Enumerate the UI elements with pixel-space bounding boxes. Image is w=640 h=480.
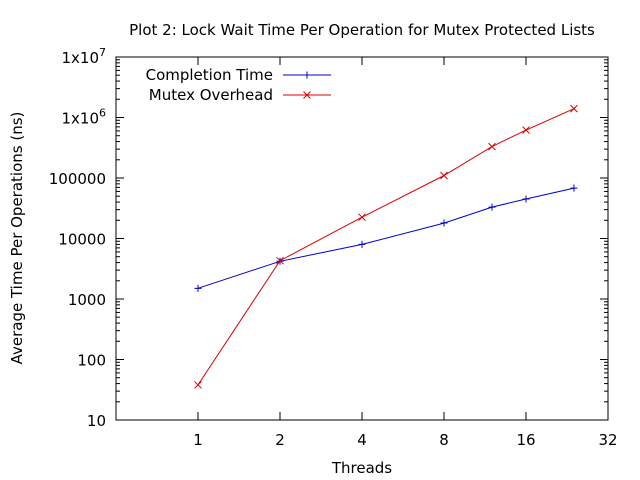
data-point	[194, 381, 202, 389]
y-tick-label: 10000	[58, 231, 106, 249]
series-mutex-overhead	[194, 104, 578, 389]
legend-label: Completion Time	[146, 66, 273, 84]
axes: 1 2 4 8 16 32 10 100 1000 10000 100000 1x106 1x107	[49, 46, 618, 449]
data-point	[522, 195, 530, 203]
data-point	[303, 71, 311, 79]
data-point	[440, 219, 448, 227]
y-tick-label: 1x107	[61, 46, 106, 67]
data-point	[194, 284, 202, 292]
legend: Completion Time Mutex Overhead	[146, 66, 331, 104]
data-point	[522, 126, 530, 134]
data-point	[488, 203, 496, 211]
x-tick-label: 8	[439, 431, 449, 449]
series-completion-time	[194, 184, 578, 292]
plot-frame	[115, 56, 609, 421]
y-tick-label: 1x106	[61, 107, 106, 128]
y-tick-label: 1000	[68, 291, 106, 309]
chart-title: Plot 2: Lock Wait Time Per Operation for…	[129, 21, 595, 39]
data-point	[570, 184, 578, 192]
y-axis-label: Average Time Per Operations (ns)	[8, 112, 26, 365]
legend-label: Mutex Overhead	[149, 86, 273, 104]
data-point	[440, 171, 448, 180]
x-axis-label: Threads	[331, 459, 392, 477]
y-tick-label: 100	[77, 352, 106, 370]
y-tick-label: 10	[87, 412, 106, 430]
data-point	[488, 142, 496, 151]
x-tick-label: 2	[275, 431, 285, 449]
series-line	[197, 108, 575, 386]
y-tick-label: 100000	[49, 170, 106, 188]
x-tick-label: 4	[357, 431, 367, 449]
data-point	[358, 240, 366, 248]
series-layer	[194, 104, 578, 389]
data-point	[276, 256, 284, 265]
data-point	[570, 104, 578, 113]
series-line	[197, 187, 575, 289]
data-point	[358, 213, 366, 222]
x-tick-label: 32	[598, 431, 617, 449]
x-tick-label: 1	[193, 431, 203, 449]
data-point	[303, 91, 311, 99]
x-tick-label: 16	[516, 431, 535, 449]
